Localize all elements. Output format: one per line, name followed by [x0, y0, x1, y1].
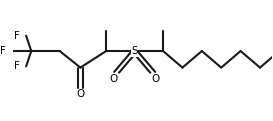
Text: O: O [76, 89, 85, 99]
Text: O: O [110, 74, 118, 84]
Text: O: O [151, 74, 159, 84]
Text: F: F [14, 31, 20, 41]
Text: S: S [131, 46, 138, 56]
Text: F: F [14, 61, 20, 71]
Text: F: F [0, 46, 6, 56]
